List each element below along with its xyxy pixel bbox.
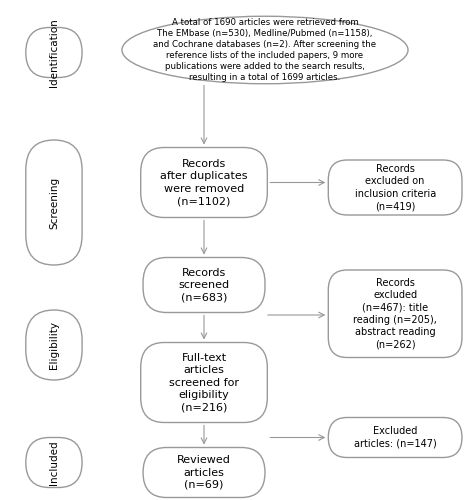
Text: Included: Included: [49, 440, 59, 485]
Text: Excluded
articles: (n=147): Excluded articles: (n=147): [354, 426, 437, 448]
Text: Records
excluded
(n=467): title
reading (n=205),
abstract reading
(n=262): Records excluded (n=467): title reading …: [353, 278, 437, 350]
Text: Full-text
articles
screened for
eligibility
(n=216): Full-text articles screened for eligibil…: [169, 352, 239, 412]
Text: Eligibility: Eligibility: [49, 321, 59, 369]
FancyBboxPatch shape: [141, 342, 267, 422]
Text: Records
after duplicates
were removed
(n=1102): Records after duplicates were removed (n…: [160, 159, 248, 206]
FancyBboxPatch shape: [26, 310, 82, 380]
Ellipse shape: [122, 16, 408, 84]
FancyBboxPatch shape: [26, 438, 82, 488]
Text: A total of 1690 articles were retrieved from
The EMbase (n=530), Medline/Pubmed : A total of 1690 articles were retrieved …: [153, 18, 377, 82]
Text: Identification: Identification: [49, 18, 59, 87]
FancyBboxPatch shape: [328, 270, 462, 358]
FancyBboxPatch shape: [328, 418, 462, 458]
FancyBboxPatch shape: [143, 448, 265, 498]
Text: Records
screened
(n=683): Records screened (n=683): [178, 268, 230, 302]
FancyBboxPatch shape: [141, 148, 267, 218]
Text: Records
excluded on
inclusion criteria
(n=419): Records excluded on inclusion criteria (…: [355, 164, 436, 211]
FancyBboxPatch shape: [328, 160, 462, 215]
FancyBboxPatch shape: [143, 258, 265, 312]
FancyBboxPatch shape: [26, 140, 82, 265]
FancyBboxPatch shape: [26, 28, 82, 78]
Text: Reviewed
articles
(n=69): Reviewed articles (n=69): [177, 455, 231, 490]
Text: Screening: Screening: [49, 176, 59, 229]
